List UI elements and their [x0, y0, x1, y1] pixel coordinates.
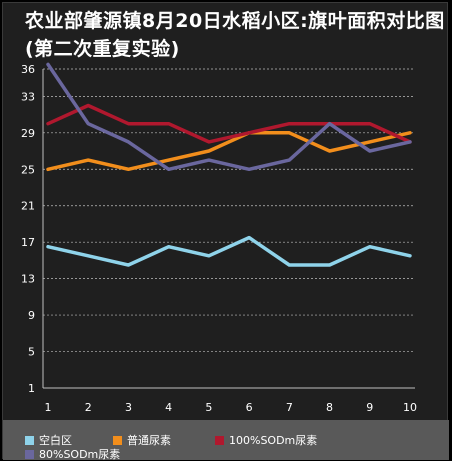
legend-item-blank: 空白区 — [25, 432, 72, 448]
y-tick-label: 36 — [21, 63, 35, 76]
x-tick-label: 10 — [403, 401, 417, 414]
legend-label-blank: 空白区 — [39, 434, 72, 447]
x-tick-label: 4 — [165, 401, 172, 414]
y-tick-label: 5 — [28, 346, 35, 359]
series-line-3 — [46, 62, 412, 172]
legend-item-urea: 普通尿素 — [113, 432, 171, 448]
y-tick-label: 9 — [28, 309, 35, 322]
x-axis-ticks: 1 2 3 4 5 6 7 8 9 10 — [45, 401, 418, 414]
legend-swatch-blank — [25, 435, 34, 445]
legend: 空白区 普通尿素 100%SODm尿素 80%SODm尿素 — [3, 420, 449, 462]
y-tick-label: 33 — [21, 90, 35, 103]
x-tick-label: 8 — [326, 401, 333, 414]
legend-item-sodm100: 100%SODm尿素 — [215, 432, 317, 448]
y-tick-label: 1 — [28, 382, 35, 395]
legend-swatch-sodm100 — [215, 435, 224, 445]
legend-label-sodm80: 80%SODm尿素 — [39, 448, 121, 461]
legend-swatch-sodm80 — [25, 449, 34, 459]
x-tick-label: 3 — [125, 401, 132, 414]
x-tick-label: 9 — [366, 401, 373, 414]
series-line-2 — [46, 103, 412, 144]
legend-label-sodm100: 100%SODm尿素 — [229, 434, 318, 447]
legend-item-sodm80: 80%SODm尿素 — [25, 446, 120, 462]
x-tick-label: 1 — [45, 401, 52, 414]
y-axis-ticks: 1 5 9 13 17 21 25 29 33 36 — [21, 63, 35, 395]
series-line-1 — [46, 131, 412, 172]
gridlines — [42, 68, 415, 389]
series-lines — [46, 62, 412, 267]
chart-title: 农业部肇源镇8月20日水稻小区:旗叶面积对比图(第二次重复实验) — [25, 10, 445, 60]
y-tick-label: 25 — [21, 163, 35, 176]
plot-area: 1 5 9 13 17 21 25 29 33 36 1 2 3 4 5 6 7 8 9 10 — [21, 62, 418, 414]
legend-swatch-urea — [113, 435, 122, 445]
y-tick-label: 21 — [21, 200, 35, 213]
x-tick-label: 7 — [286, 401, 293, 414]
x-tick-label: 2 — [85, 401, 92, 414]
x-tick-label: 5 — [205, 401, 212, 414]
legend-label-urea: 普通尿素 — [127, 434, 171, 447]
y-tick-label: 29 — [21, 127, 35, 140]
y-tick-label: 13 — [21, 273, 35, 286]
x-tick-label: 6 — [246, 401, 253, 414]
y-tick-label: 17 — [21, 236, 35, 249]
series-line-0 — [46, 235, 412, 267]
